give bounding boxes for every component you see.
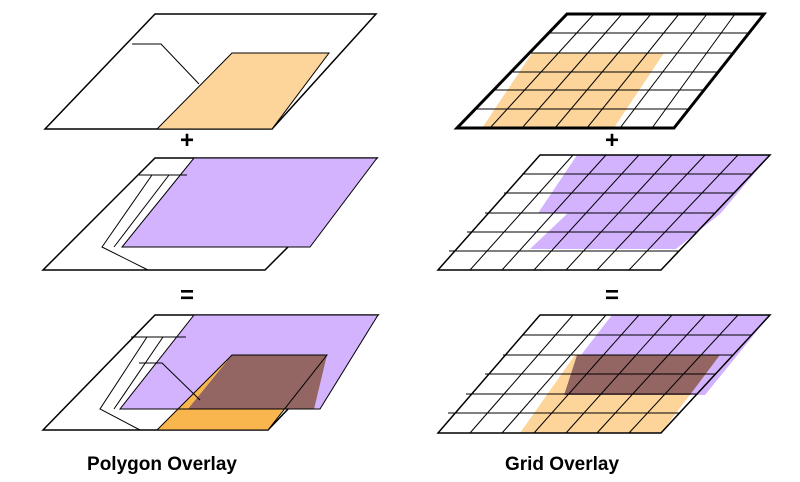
grid-overlay-caption: Grid Overlay: [505, 454, 619, 475]
grid-layer-2: [436, 154, 772, 271]
grid-layer-1: [453, 12, 768, 130]
polygon-overlay-caption: Polygon Overlay: [87, 454, 237, 475]
equals-operator-left: =: [180, 282, 194, 309]
grid-result: [436, 314, 772, 434]
polygon-layer-1: [43, 13, 378, 130]
polygon-result: [41, 314, 380, 431]
plus-operator-right: +: [605, 127, 619, 154]
plus-operator-left: +: [180, 127, 194, 154]
equals-operator-right: =: [605, 282, 619, 309]
polygon-layer-2: [41, 157, 379, 271]
